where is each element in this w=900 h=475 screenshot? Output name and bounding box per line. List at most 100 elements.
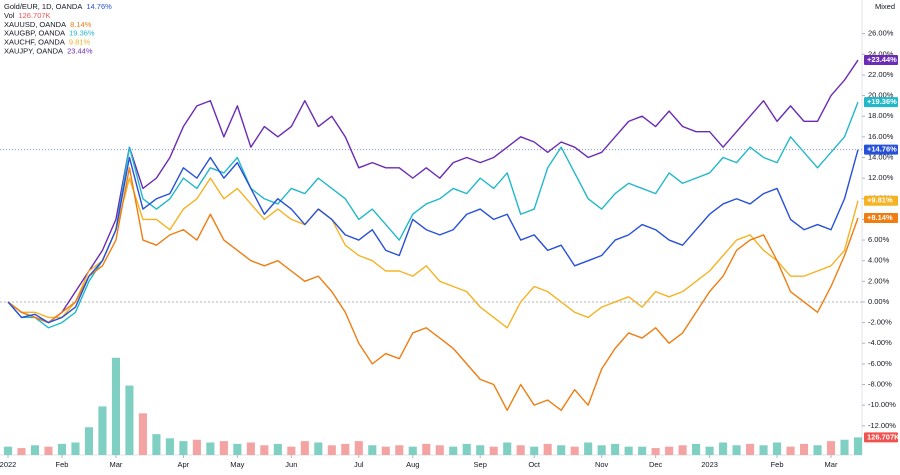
y-tick-label: 14.00% [868, 152, 894, 161]
legend-value: 9.81% [69, 38, 91, 47]
y-tick-label: 20.00% [868, 91, 894, 100]
volume-bar [638, 446, 647, 455]
volume-bar [381, 446, 390, 455]
volume-bar [152, 434, 161, 455]
volume-bar [327, 445, 336, 455]
volume-bar [759, 445, 768, 455]
volume-bar [273, 443, 282, 455]
volume-bar [111, 357, 120, 455]
volume-bar [192, 439, 201, 455]
y-tick-label: -8.00% [868, 380, 892, 389]
volume-bar [773, 442, 782, 455]
legend-name: Gold/EUR, 1D, OANDA [4, 2, 82, 11]
legend-entry: XAUJPY, OANDA 23.44% [4, 46, 93, 55]
y-tick-label: 4.00% [868, 256, 890, 265]
volume-bar [705, 446, 714, 455]
x-tick-label: Apr [178, 460, 190, 469]
x-tick-label: Oct [528, 460, 541, 469]
volume-bar [853, 437, 863, 455]
value-tag-label: +9.81% [867, 196, 893, 205]
volume-bar [71, 442, 80, 455]
x-tick-label: Jun [285, 460, 297, 469]
legend-value: 126.707K [18, 11, 50, 20]
x-tick-label: Feb [55, 460, 68, 469]
value-tag [864, 144, 898, 155]
volume-bar [799, 443, 809, 455]
series-line [7, 177, 859, 329]
x-tick-label: Mar [825, 460, 838, 469]
volume-bar [165, 438, 174, 455]
volume-bar [84, 427, 93, 455]
volume-bar [678, 445, 687, 455]
volume-bar [395, 445, 404, 455]
volume-bar [813, 445, 822, 455]
volume-bar [98, 406, 107, 455]
volume-bar [543, 443, 552, 455]
value-tag [864, 195, 898, 206]
volume-bar [179, 441, 188, 455]
volume-bar [206, 442, 215, 455]
volume-bar [489, 446, 498, 455]
volume-bar [287, 446, 296, 455]
legend-value: 8.14% [70, 20, 92, 29]
y-tick-label: -12.00% [868, 421, 896, 430]
volume-bar [732, 445, 741, 455]
series-line [7, 167, 859, 412]
x-tick-label: Sep [474, 460, 487, 469]
volume-bar [314, 442, 323, 455]
volume-bar [30, 445, 40, 455]
volume-bar [584, 442, 593, 455]
value-tag-label: +19.36% [867, 97, 897, 106]
y-tick-label: 0.00% [868, 297, 890, 306]
y-tick-label: 22.00% [868, 70, 894, 79]
value-tag [864, 55, 898, 66]
volume-bar [260, 445, 269, 455]
volume-bar [462, 443, 471, 455]
legend-value: 14.76% [86, 2, 112, 11]
legend-name: Vol [4, 11, 15, 20]
value-tag [864, 212, 898, 223]
volume-bar [219, 441, 228, 455]
volume-bar [449, 446, 458, 455]
y-tick-label: 12.00% [868, 173, 894, 182]
series-line [7, 149, 859, 324]
volume-bar [597, 445, 606, 455]
volume-bar [125, 385, 134, 455]
legend-entry: Gold/EUR, 1D, OANDA 14.76% [4, 2, 112, 11]
volume-bar [624, 446, 633, 455]
value-tag [864, 432, 898, 443]
x-tick-label: Jul [354, 460, 364, 469]
legend-entry: XAUGBP, OANDA 19.36% [4, 29, 95, 38]
volume-bar [557, 445, 566, 455]
volume-bar [138, 413, 147, 455]
y-tick-label: -10.00% [868, 400, 896, 409]
volume-bar [341, 443, 350, 455]
volume-bar [422, 443, 431, 455]
y-tick-label: -6.00% [868, 359, 892, 368]
volume-bar [530, 446, 539, 455]
x-tick-label: 2023 [701, 460, 718, 469]
legend-name: XAUGBP, OANDA [4, 29, 65, 38]
legend-entry: XAUUSD, OANDA 8.14% [4, 20, 92, 29]
volume-bar [746, 443, 755, 455]
volume-bar [368, 445, 377, 455]
volume-bar [503, 442, 512, 455]
legend-value: 19.36% [69, 29, 95, 38]
volume-bar [516, 445, 525, 455]
volume-bar [719, 442, 728, 455]
volume-bar [611, 443, 620, 455]
volume-bar [651, 448, 660, 455]
series-line [7, 59, 859, 324]
volume-bar [44, 446, 53, 455]
volume-bar [840, 439, 849, 455]
value-tag-label: +14.76% [867, 145, 897, 154]
legend-value: 23.44% [67, 46, 93, 55]
legend-name: XAUUSD, OANDA [4, 20, 66, 29]
x-tick-label: 2022 [0, 460, 16, 469]
legend-entry: Vol 126.707K [4, 11, 51, 20]
volume-bar [3, 446, 13, 455]
y-tick-label: 2.00% [868, 276, 890, 285]
volume-bar [300, 441, 309, 455]
